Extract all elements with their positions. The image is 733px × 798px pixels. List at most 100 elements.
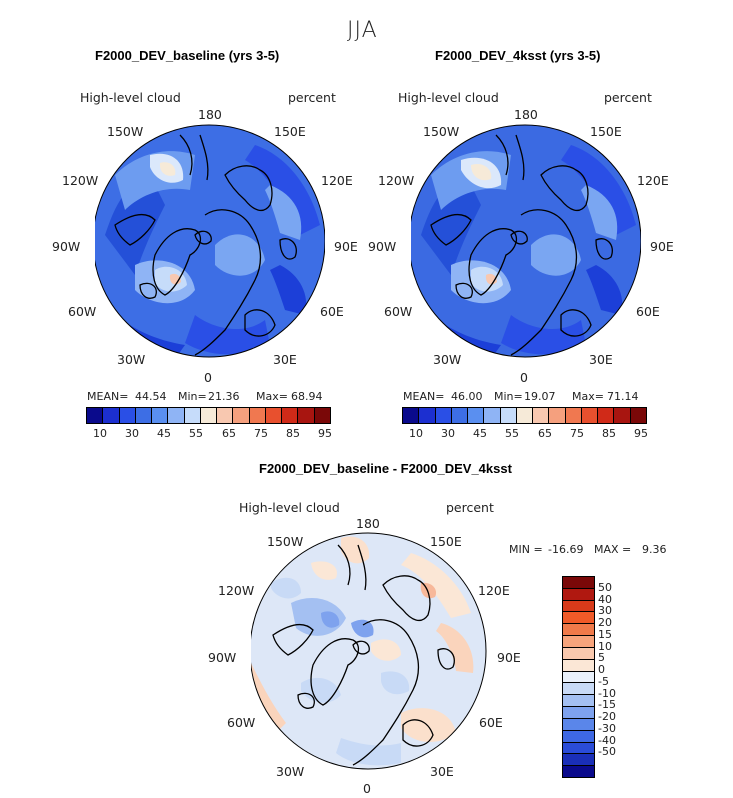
colorbar-tick: -15 bbox=[598, 698, 616, 712]
colorbar-swatch bbox=[563, 742, 594, 755]
diff-max-label: MAX = bbox=[594, 543, 632, 556]
colorbar-tick: 0 bbox=[598, 663, 605, 677]
colorbar-tick: 75 bbox=[254, 427, 268, 440]
panel-title-baseline: F2000_DEV_baseline (yrs 3-5) bbox=[95, 48, 280, 63]
max-label: Max= bbox=[572, 390, 604, 403]
colorbar-tick: 95 bbox=[634, 427, 648, 440]
lon-label: 90W bbox=[208, 650, 237, 665]
colorbar-tick: -10 bbox=[598, 686, 616, 700]
colorbar-tick: 30 bbox=[441, 427, 455, 440]
colorbar-swatch bbox=[282, 408, 299, 423]
colorbar-tick: -20 bbox=[598, 710, 616, 724]
lon-label: 60W bbox=[68, 304, 97, 319]
colorbar-tick: 65 bbox=[222, 427, 236, 440]
colorbar-swatch bbox=[451, 408, 469, 423]
colorbar-swatch bbox=[249, 408, 266, 423]
colorbar-tick: 45 bbox=[473, 427, 487, 440]
variable-label: High-level cloud bbox=[80, 90, 181, 105]
colorbar-swatch bbox=[563, 659, 594, 672]
lon-label: 60W bbox=[384, 304, 413, 319]
colorbar-swatch bbox=[563, 600, 594, 613]
diff-min-value: -16.69 bbox=[548, 543, 584, 556]
colorbar-swatch bbox=[598, 408, 615, 423]
lon-label: 120W bbox=[378, 173, 415, 188]
mean-value: 44.54 bbox=[135, 390, 167, 403]
lon-label: 30W bbox=[117, 352, 146, 367]
colorbar-swatch bbox=[563, 683, 594, 696]
lon-label: 90E bbox=[334, 239, 358, 254]
colorbar-swatch bbox=[630, 408, 646, 423]
lon-label: 120W bbox=[218, 583, 255, 598]
colorbar-swatch bbox=[563, 730, 594, 743]
colorbar-swatch bbox=[563, 718, 594, 731]
colorbar-swatch bbox=[168, 408, 185, 423]
diff-max-value: 9.36 bbox=[642, 543, 667, 556]
colorbar-swatch bbox=[403, 408, 420, 423]
colorbar-swatch bbox=[468, 408, 485, 423]
units-label: percent bbox=[604, 90, 652, 105]
colorbar-swatch bbox=[614, 408, 631, 423]
colorbar-tick: 95 bbox=[318, 427, 332, 440]
lon-label: 60E bbox=[320, 304, 344, 319]
colorbar-swatch bbox=[184, 408, 201, 423]
colorbar-tick: 40 bbox=[598, 592, 612, 606]
lon-label: 0 bbox=[363, 781, 371, 796]
colorbar-swatch bbox=[135, 408, 153, 423]
colorbar-4ksst bbox=[402, 407, 647, 424]
lon-label: 90W bbox=[52, 239, 81, 254]
colorbar-swatch bbox=[435, 408, 452, 423]
colorbar-swatch bbox=[565, 408, 582, 423]
colorbar-tick: -30 bbox=[598, 721, 616, 735]
colorbar-tick: 50 bbox=[598, 580, 612, 594]
colorbar-swatch bbox=[516, 408, 534, 423]
lon-label: 60E bbox=[479, 715, 503, 730]
colorbar-swatch bbox=[265, 408, 283, 423]
polar-map-difference bbox=[251, 532, 487, 770]
lon-label: 90E bbox=[650, 239, 674, 254]
mean-value: 46.00 bbox=[451, 390, 483, 403]
lon-label: 90W bbox=[368, 239, 397, 254]
colorbar-swatch bbox=[103, 408, 120, 423]
lon-label: 120E bbox=[637, 173, 669, 188]
colorbar-swatch bbox=[563, 671, 594, 684]
lon-label: 150E bbox=[274, 124, 306, 139]
colorbar-swatch bbox=[152, 408, 169, 423]
units-label: percent bbox=[288, 90, 336, 105]
colorbar-swatch bbox=[314, 408, 330, 423]
lon-label: 120E bbox=[478, 583, 510, 598]
colorbar-swatch bbox=[563, 624, 594, 637]
colorbar-swatch bbox=[563, 695, 594, 708]
mean-label: MEAN= bbox=[87, 390, 129, 403]
colorbar-swatch bbox=[484, 408, 501, 423]
colorbar-swatch bbox=[500, 408, 517, 423]
lon-label: 30W bbox=[276, 764, 305, 779]
colorbar-tick: 10 bbox=[409, 427, 423, 440]
variable-label: High-level cloud bbox=[239, 500, 340, 515]
lon-label: 30E bbox=[589, 352, 613, 367]
colorbar-swatch bbox=[298, 408, 315, 423]
colorbar-tick: -50 bbox=[598, 745, 616, 759]
colorbar-swatch bbox=[119, 408, 136, 423]
lon-label: 180 bbox=[514, 107, 538, 122]
mean-label: MEAN= bbox=[403, 390, 445, 403]
colorbar-tick: 65 bbox=[538, 427, 552, 440]
colorbar-swatch bbox=[563, 612, 594, 625]
colorbar-swatch bbox=[200, 408, 218, 423]
colorbar-tick: 20 bbox=[598, 616, 612, 630]
colorbar-swatch bbox=[217, 408, 234, 423]
max-label: Max= bbox=[256, 390, 288, 403]
colorbar-tick: 45 bbox=[157, 427, 171, 440]
colorbar-swatch bbox=[533, 408, 550, 423]
colorbar-tick: 55 bbox=[505, 427, 519, 440]
lon-label: 30E bbox=[273, 352, 297, 367]
min-label: Min= bbox=[178, 390, 207, 403]
colorbar-difference bbox=[562, 576, 595, 778]
figure-title: JJA bbox=[347, 18, 378, 43]
colorbar-swatch bbox=[563, 707, 594, 719]
colorbar-swatch bbox=[563, 588, 594, 601]
polar-map-baseline bbox=[95, 124, 325, 358]
variable-label: High-level cloud bbox=[398, 90, 499, 105]
lon-label: 60E bbox=[636, 304, 660, 319]
lon-label: 30E bbox=[430, 764, 454, 779]
colorbar-tick: 10 bbox=[93, 427, 107, 440]
